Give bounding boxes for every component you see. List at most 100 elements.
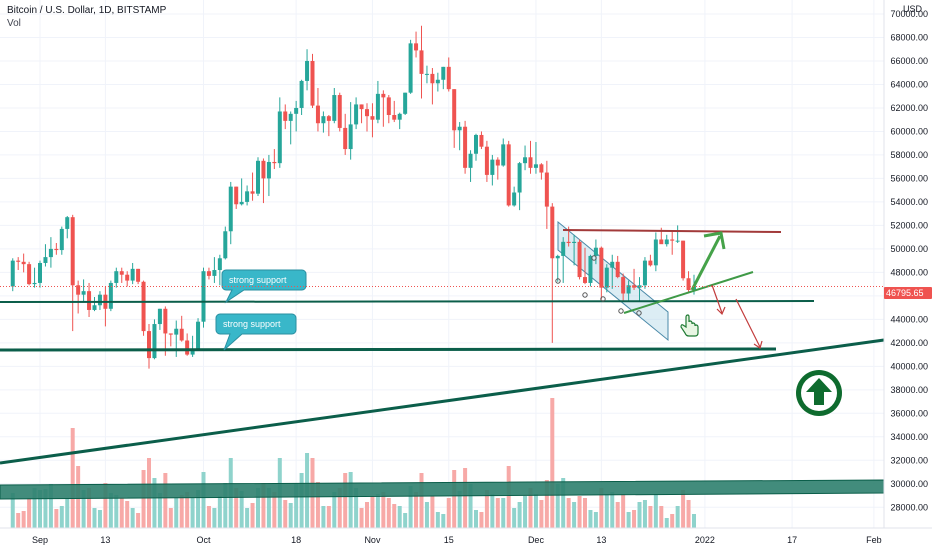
volume-bar [555,484,560,528]
support-callout-1-text: strong support [229,275,287,285]
y-tick-label: 38000.00 [890,385,928,395]
time-axis[interactable]: Sep 13 Oct 18 Nov 15 Dec 13 2022 17 Feb [0,527,932,545]
candle-body [452,89,457,131]
candle-body [272,161,277,164]
candle [315,87,320,132]
candle-body [119,271,124,275]
candle-body [588,255,593,283]
y-tick-label: 36000.00 [890,408,928,418]
volume-bar [686,500,691,528]
candle [446,57,451,92]
volume-bar [561,478,566,528]
volume-bar [354,488,359,528]
long-term-trendline[interactable] [0,338,885,465]
candle-body [239,201,244,205]
candle-body [392,115,397,120]
candle-body [76,285,81,295]
bearish-projection-arrow-1[interactable] [711,284,723,314]
candle [457,122,462,151]
candle-body [157,308,162,325]
last-price-value: 46795.65 [886,288,924,298]
candle-body [403,92,408,114]
volume-bar [435,512,440,528]
volume-bar [495,498,500,528]
y-tick-label: 30000.00 [890,479,928,489]
volume-bar [157,493,162,528]
candle-body [365,109,369,117]
price-axis[interactable]: 28000.00 30000.00 32000.00 34000.00 36000.00… [883,0,928,528]
candle-body [70,217,75,286]
volume-bar [452,470,457,528]
volume-bar [337,488,342,528]
bullish-projection-arrow[interactable] [690,235,722,291]
bearish-projection-arrow-2[interactable] [735,298,761,348]
candle-body [321,116,326,124]
volume-bar [533,494,538,528]
volume-bar [375,494,380,528]
volume-bar [675,506,680,528]
support-line-upper[interactable] [0,300,815,303]
volume-bars [10,398,696,528]
x-tick-label: 13 [596,535,606,545]
bullish-arrow-head [703,231,726,250]
volume-bar [604,494,609,528]
volume-bar [272,492,277,528]
candle-body [615,261,620,278]
support-line-lower[interactable] [0,347,777,352]
candle [468,150,473,182]
support-callout-2[interactable]: strong support [215,313,297,351]
candle-body [419,50,424,74]
candle-body [523,157,528,164]
volume-bar [386,498,391,528]
volume-bar [250,503,255,528]
support-band[interactable] [0,479,885,500]
volume-bar [201,472,206,528]
support-callout-1[interactable]: strong support [221,269,307,304]
candle [392,100,397,123]
candle-body [583,277,587,283]
candle-body [217,258,222,271]
rising-support-line[interactable] [623,271,754,314]
y-tick-label: 68000.00 [890,32,928,42]
volume-bar [152,478,157,528]
candle [97,291,102,310]
volume-bar [468,484,473,528]
candle-body [555,255,560,259]
candle-body [659,239,664,245]
candle [174,320,179,357]
y-tick-label: 42000.00 [890,338,928,348]
candle-body [675,240,680,242]
candle [555,254,560,282]
candle-body [196,321,201,349]
y-tick-label: 52000.00 [890,220,928,230]
volume-bar [343,473,348,528]
resistance-line[interactable] [562,229,782,233]
y-tick-label: 70000.00 [890,9,928,19]
candle [157,308,162,330]
volume-bar [539,500,544,528]
overlay-layer[interactable]: strong support strong support [0,229,842,416]
candle-body [517,163,522,193]
candle [463,120,468,174]
x-tick-label: 13 [100,535,110,545]
candle [27,261,32,286]
x-tick-label: Sep [32,535,48,545]
candle [228,181,233,245]
volume-bar [125,501,130,528]
candle-body [223,231,228,259]
candle [206,267,211,280]
candle-body [577,241,582,278]
candle [108,280,113,312]
volume-bar [326,506,331,528]
candle-body [190,348,195,355]
candle [664,234,669,247]
candle [550,203,555,343]
volume-bar [517,502,522,528]
x-tick-label: 2022 [695,535,715,545]
candle [136,268,141,285]
candle [523,145,528,171]
candle [305,49,310,91]
candle [610,254,615,289]
candle [512,186,517,207]
